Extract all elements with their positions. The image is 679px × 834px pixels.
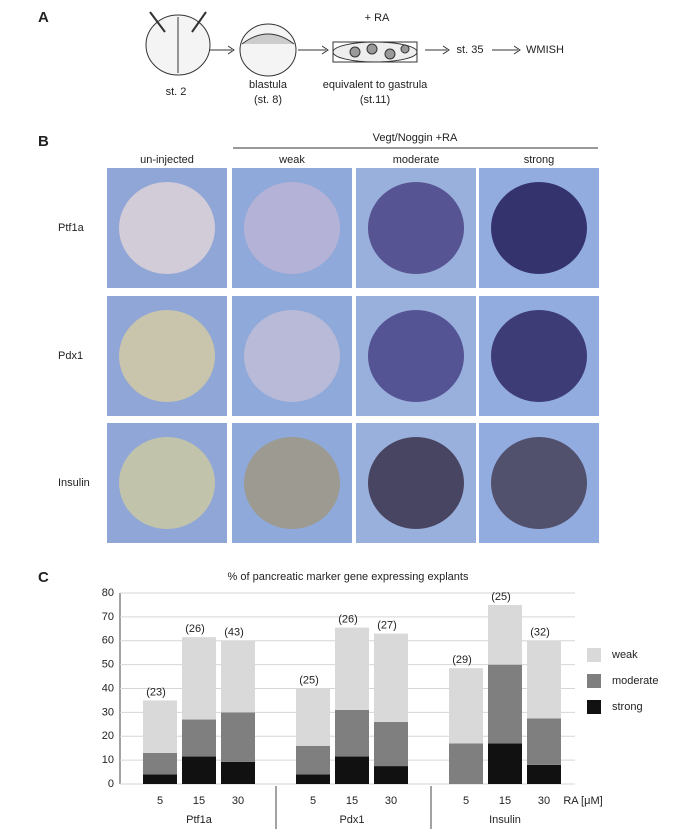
legend-label: moderate [612, 675, 658, 687]
bar-annotation: (29) [452, 654, 472, 666]
bar-segment [374, 766, 408, 784]
explant [244, 310, 340, 402]
explant [119, 437, 215, 529]
x-tick-label: 15 [193, 795, 205, 807]
explant [119, 310, 215, 402]
stage-label: (st. 8) [254, 94, 282, 106]
explant [368, 310, 464, 402]
x-tick-label: 5 [157, 795, 163, 807]
bar-segment [488, 743, 522, 784]
stage-label: (st.11) [360, 94, 390, 106]
bar-annotation: (43) [224, 627, 244, 639]
bar-segment [449, 743, 483, 784]
treatment-label: + RA [365, 12, 390, 24]
y-tick-label: 50 [102, 659, 114, 671]
stage-label: st. 35 [457, 44, 484, 56]
bar-segment [335, 627, 369, 710]
bar-segment [296, 774, 330, 784]
bar-segment [182, 719, 216, 757]
panel-label: C [38, 569, 49, 586]
y-tick-label: 10 [102, 754, 114, 766]
explant [244, 437, 340, 529]
y-tick-label: 70 [102, 611, 114, 623]
column-label: weak [278, 154, 305, 166]
row-label: Insulin [58, 477, 90, 489]
y-tick-label: 80 [102, 587, 114, 599]
legend-swatch [587, 700, 601, 714]
y-tick-label: 0 [108, 778, 114, 790]
bar-annotation: (23) [146, 686, 166, 698]
legend-label: strong [612, 701, 643, 713]
explant [491, 182, 587, 274]
explant [244, 182, 340, 274]
bar-segment [488, 664, 522, 744]
y-tick-label: 60 [102, 635, 114, 647]
bar-annotation: (25) [491, 591, 511, 603]
bar-segment [335, 756, 369, 784]
x-tick-label: 30 [385, 795, 397, 807]
row-label: Ptf1a [58, 222, 85, 234]
legend-label: weak [611, 649, 638, 661]
bar-segment [143, 774, 177, 784]
column-label: un-injected [140, 154, 194, 166]
x-tick-label: 30 [232, 795, 244, 807]
bar-segment [527, 640, 561, 719]
bar-segment [335, 709, 369, 757]
explant [491, 437, 587, 529]
chart-title: % of pancreatic marker gene expressing e… [228, 571, 469, 583]
column-label: moderate [393, 154, 439, 166]
stage-label: equivalent to gastrula [323, 79, 428, 91]
panel-label: A [38, 9, 49, 26]
group-label: Ptf1a [186, 814, 213, 826]
bar-segment [296, 745, 330, 775]
column-label: strong [524, 154, 555, 166]
stage-label: blastula [249, 79, 288, 91]
explant [491, 310, 587, 402]
bar-segment [182, 637, 216, 720]
bar-segment [221, 640, 255, 713]
x-tick-label: 15 [346, 795, 358, 807]
bar-segment [374, 633, 408, 722]
panel-label: B [38, 133, 49, 150]
bar-segment [527, 764, 561, 784]
bar-annotation: (26) [338, 614, 358, 626]
bar-segment [296, 688, 330, 746]
bar-segment [221, 761, 255, 784]
bar-annotation: (26) [185, 623, 205, 635]
bar-segment [182, 756, 216, 784]
bar-segment [221, 712, 255, 762]
y-tick-label: 40 [102, 682, 114, 694]
x-tick-label: 15 [499, 795, 511, 807]
group-label: Pdx1 [339, 814, 364, 826]
y-tick-label: 30 [102, 706, 114, 718]
group-label: Insulin [489, 814, 521, 826]
x-tick-label: 30 [538, 795, 550, 807]
bar-segment [488, 604, 522, 665]
row-label: Pdx1 [58, 350, 83, 362]
x-tick-label: 5 [310, 795, 316, 807]
bar-segment [449, 668, 483, 744]
stage-label: st. 2 [166, 86, 187, 98]
explant [368, 182, 464, 274]
legend-swatch [587, 648, 601, 662]
readout-label: WMISH [526, 44, 564, 56]
bar-annotation: (32) [530, 627, 550, 639]
x-axis-label: RA [μM] [563, 795, 602, 807]
y-tick-label: 20 [102, 730, 114, 742]
schematic [145, 11, 521, 77]
x-tick-label: 5 [463, 795, 469, 807]
explant [368, 437, 464, 529]
legend-swatch [587, 674, 601, 688]
explant [119, 182, 215, 274]
bar-segment [374, 721, 408, 767]
bar-annotation: (27) [377, 619, 397, 631]
bar-segment [143, 700, 177, 753]
bar-segment [143, 752, 177, 775]
bar-segment [527, 718, 561, 765]
group-label: Vegt/Noggin +RA [373, 132, 458, 144]
bar-annotation: (25) [299, 674, 319, 686]
